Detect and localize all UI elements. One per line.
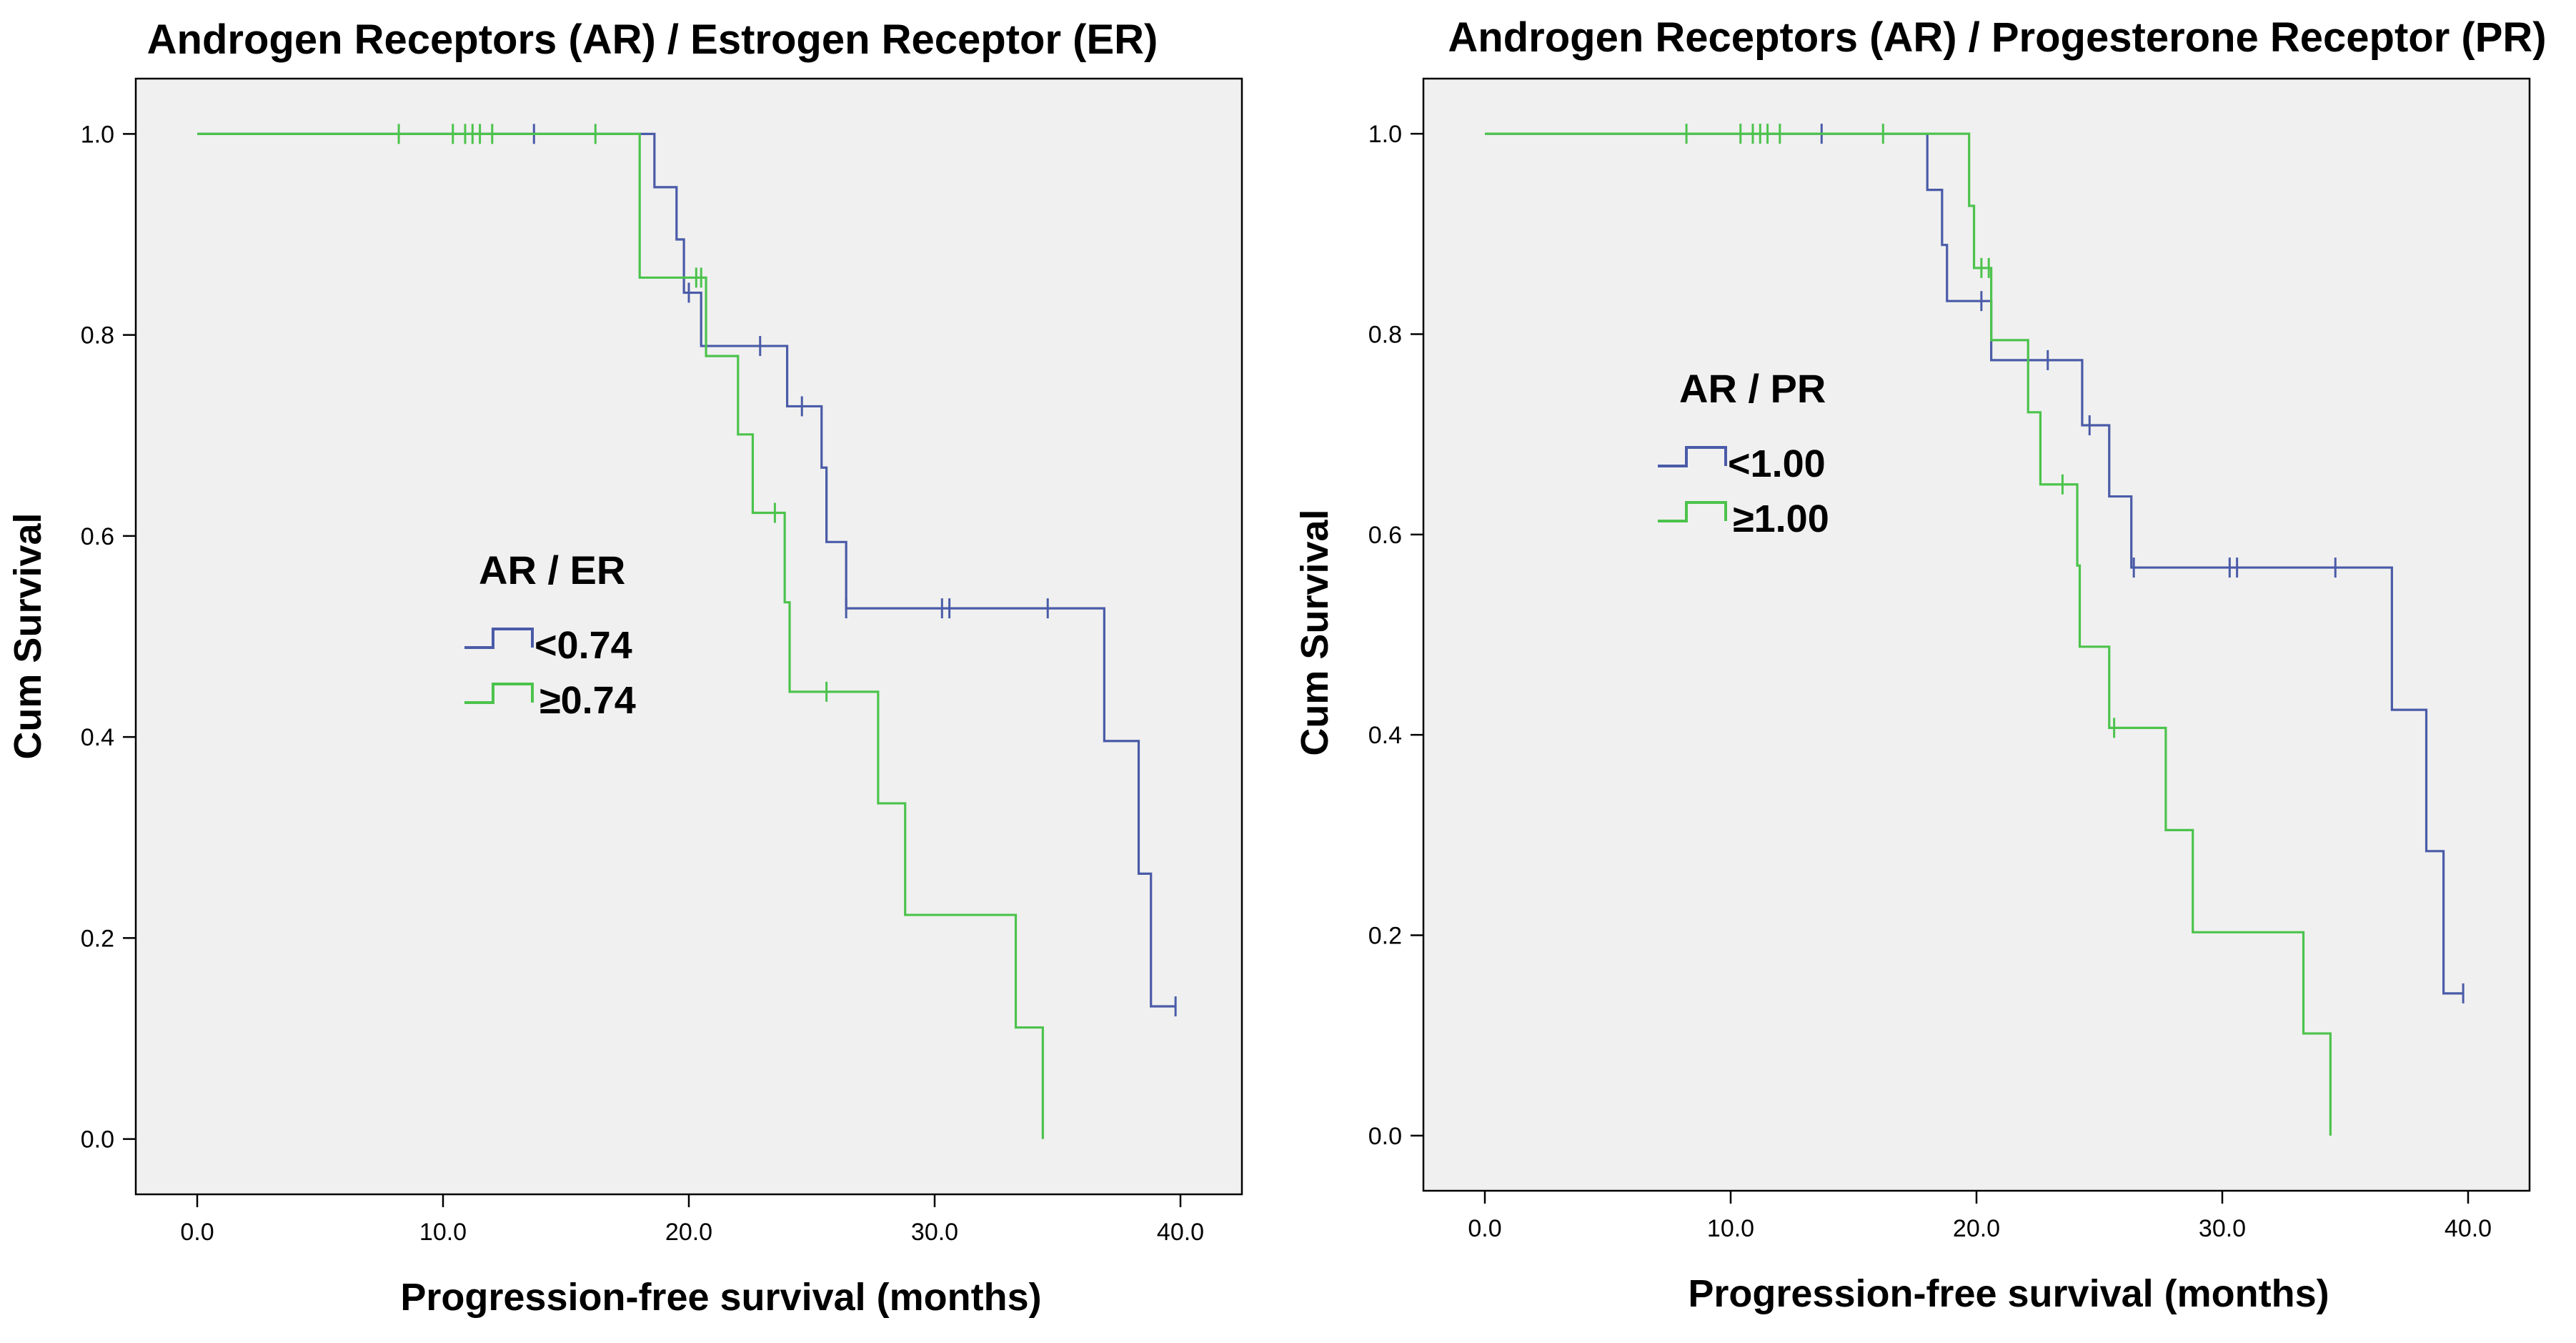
y-tick-label: 0.4 bbox=[81, 724, 114, 751]
y-axis: 0.0 0.2 0.4 0.6 0.8 1.0 bbox=[1368, 121, 1423, 1150]
survival-curve-series-0 bbox=[1485, 132, 2464, 995]
y-axis-label: Cum Survival bbox=[1293, 509, 1336, 755]
x-tick-label: 10.0 bbox=[1707, 1215, 1754, 1242]
chart-panel-ar-er: Androgen Receptors (AR) / Estrogen Recep… bbox=[6, 16, 1243, 1319]
x-tick-label: 30.0 bbox=[2199, 1215, 2246, 1242]
series-group bbox=[1485, 124, 2465, 1136]
legend-swatch bbox=[1658, 446, 1727, 467]
survival-curve-series-0 bbox=[197, 132, 1176, 1008]
y-axis-label: Cum Survival bbox=[6, 512, 49, 759]
plot-area bbox=[134, 77, 1243, 1196]
y-tick-label: 0.2 bbox=[81, 925, 114, 952]
legend-swatch bbox=[464, 683, 534, 704]
y-tick-label: 0.8 bbox=[81, 322, 114, 350]
y-tick-label: 0.0 bbox=[81, 1126, 114, 1154]
y-tick-label: 0.6 bbox=[81, 523, 114, 550]
y-tick-label: 0.2 bbox=[1368, 923, 1402, 950]
chart-title: Androgen Receptors (AR) / Progesterone R… bbox=[1448, 14, 2546, 61]
x-tick-label: 40.0 bbox=[1157, 1219, 1204, 1246]
legend-title: AR / ER bbox=[479, 547, 625, 593]
plot-area bbox=[1422, 77, 2531, 1192]
y-tick-label: 1.0 bbox=[81, 121, 114, 148]
x-axis: 0.0 10.0 20.0 30.0 40.0 bbox=[180, 1194, 1204, 1246]
y-axis: 0.0 0.2 0.4 0.6 0.8 1.0 bbox=[81, 121, 136, 1154]
y-tick-label: 0.8 bbox=[1368, 321, 1402, 348]
legend-swatch bbox=[1658, 501, 1727, 522]
series-group bbox=[197, 124, 1177, 1139]
legend-label: ≥0.74 bbox=[539, 679, 636, 722]
y-tick-label: 0.4 bbox=[1368, 722, 1402, 749]
x-axis-label: Progression-free survival (months) bbox=[400, 1276, 1041, 1319]
y-tick-label: 0.0 bbox=[1368, 1123, 1402, 1150]
y-tick-label: 0.6 bbox=[1368, 522, 1402, 549]
survival-curve-series-1 bbox=[1485, 132, 2332, 1136]
x-tick-label: 20.0 bbox=[665, 1219, 712, 1246]
x-tick-label: 0.0 bbox=[180, 1219, 214, 1246]
survival-curve-series-1 bbox=[197, 132, 1044, 1139]
x-tick-label: 40.0 bbox=[2445, 1215, 2492, 1242]
x-tick-label: 0.0 bbox=[1468, 1215, 1501, 1242]
legend-label: ≥1.00 bbox=[1733, 497, 1829, 540]
legend-swatch bbox=[464, 628, 534, 649]
y-tick-label: 1.0 bbox=[1368, 121, 1402, 148]
legend: AR / ER <0.74 ≥0.74 bbox=[464, 547, 636, 722]
legend-title: AR / PR bbox=[1679, 366, 1826, 411]
chart-title: Androgen Receptors (AR) / Estrogen Recep… bbox=[147, 16, 1158, 63]
x-tick-label: 30.0 bbox=[911, 1219, 958, 1246]
x-axis-label: Progression-free survival (months) bbox=[1688, 1272, 2329, 1315]
x-axis: 0.0 10.0 20.0 30.0 40.0 bbox=[1468, 1191, 2492, 1242]
x-tick-label: 20.0 bbox=[1953, 1215, 2000, 1242]
legend-label: <1.00 bbox=[1728, 442, 1826, 485]
chart-panel-ar-pr: Androgen Receptors (AR) / Progesterone R… bbox=[1293, 14, 2547, 1315]
x-tick-label: 10.0 bbox=[419, 1219, 467, 1246]
legend: AR / PR <1.00 ≥1.00 bbox=[1658, 366, 1829, 540]
legend-label: <0.74 bbox=[534, 624, 632, 667]
